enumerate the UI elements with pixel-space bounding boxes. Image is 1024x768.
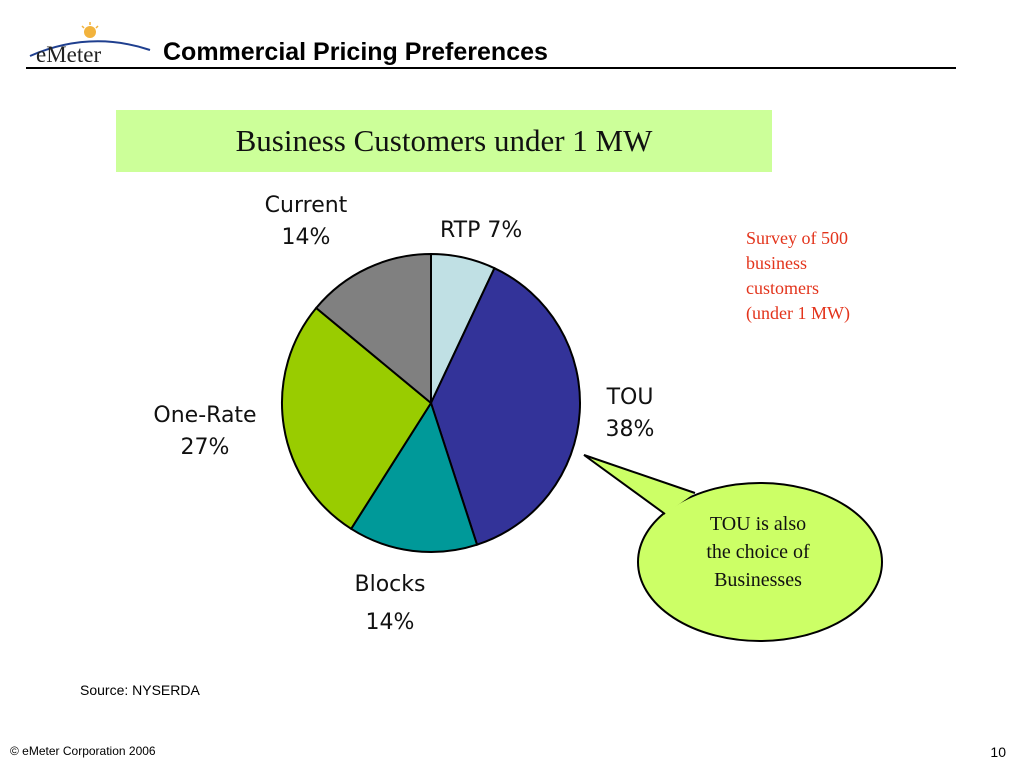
survey-line: business (746, 253, 808, 273)
chart-title-banner: Business Customers under 1 MW (116, 110, 772, 172)
blocks-pct: 14% (365, 610, 415, 635)
copyright: © eMeter Corporation 2006 (10, 744, 156, 758)
callout-bubble (583, 454, 883, 642)
emeter-logo: eMeter (22, 20, 152, 70)
blocks-name: Blocks (354, 572, 426, 597)
rtp-label: RTP 7% (440, 218, 523, 243)
current-pct: 14% (281, 225, 331, 250)
survey-note: Survey of 500 business customers (under … (746, 226, 946, 326)
title-underline (26, 67, 956, 69)
current-name: Current (264, 193, 348, 218)
survey-line: Survey of 500 (746, 228, 848, 248)
onerate-pct: 27% (180, 435, 230, 460)
source-note: Source: NYSERDA (80, 682, 200, 698)
callout-line: the choice of (706, 541, 810, 563)
logo-text: eMeter (36, 42, 102, 67)
pie-slice-onerate (281, 306, 433, 531)
pie-slice-blocks (349, 400, 479, 553)
pie-slice-current (314, 252, 432, 406)
onerate-name: One-Rate (153, 403, 257, 428)
tou-label: TOU 38% (590, 382, 670, 446)
chart-title: Business Customers under 1 MW (235, 123, 653, 158)
onerate-label: One-Rate 27% (130, 400, 280, 464)
pie-slices (281, 252, 581, 553)
survey-line: (under 1 MW) (746, 303, 850, 323)
callout-text: TOU is also the choice of Businesses (658, 510, 858, 594)
survey-line: customers (746, 278, 819, 298)
current-label: Current 14% (246, 190, 366, 254)
pie-slice-tou (429, 266, 581, 546)
page-number: 10 (990, 744, 1006, 760)
slide-title: Commercial Pricing Preferences (163, 38, 548, 66)
tou-name: TOU (606, 385, 654, 410)
blocks-label: Blocks 14% (330, 566, 450, 642)
logo-swoosh-icon (29, 22, 151, 57)
callout-line: TOU is also (709, 513, 807, 535)
callout-line: Businesses (714, 569, 802, 591)
tou-pct: 38% (605, 417, 655, 442)
